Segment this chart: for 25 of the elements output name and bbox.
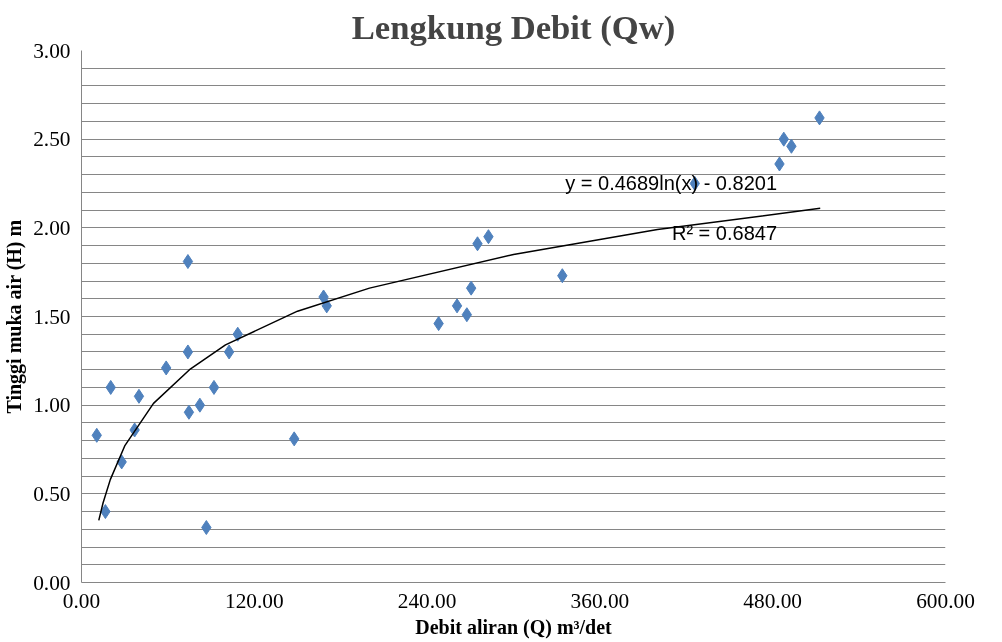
point — [182, 344, 194, 360]
chart-title: Lengkung Debit (Qw) — [351, 7, 676, 47]
y-tick-label: 1.00 — [33, 393, 71, 418]
y-tick-label: 2.00 — [33, 215, 71, 240]
x-tick-label: 360.00 — [570, 588, 630, 613]
point — [183, 404, 195, 420]
line-series — [98, 207, 821, 522]
y-tick-label: 0.50 — [33, 481, 71, 506]
x-tick-label: 480.00 — [743, 588, 803, 613]
point — [133, 388, 145, 404]
point — [182, 254, 194, 270]
y-tick-label: 1.50 — [33, 304, 71, 329]
x-tick-label: 240.00 — [397, 588, 457, 613]
point — [461, 307, 473, 323]
y-tick-label: 2.50 — [33, 127, 71, 152]
point — [208, 379, 220, 395]
y-tick-label: 0.00 — [33, 570, 71, 595]
y-axis-title: Tinggi muka air (H) m — [3, 219, 27, 414]
y-tick-label: 3.00 — [33, 38, 71, 63]
point — [194, 397, 206, 413]
point — [451, 298, 463, 314]
x-axis-title: Debit aliran (Q) m³/det — [415, 615, 613, 639]
point — [223, 344, 235, 360]
x-tick-label: 120.00 — [224, 588, 284, 613]
x-tick-label: 600.00 — [916, 588, 975, 613]
